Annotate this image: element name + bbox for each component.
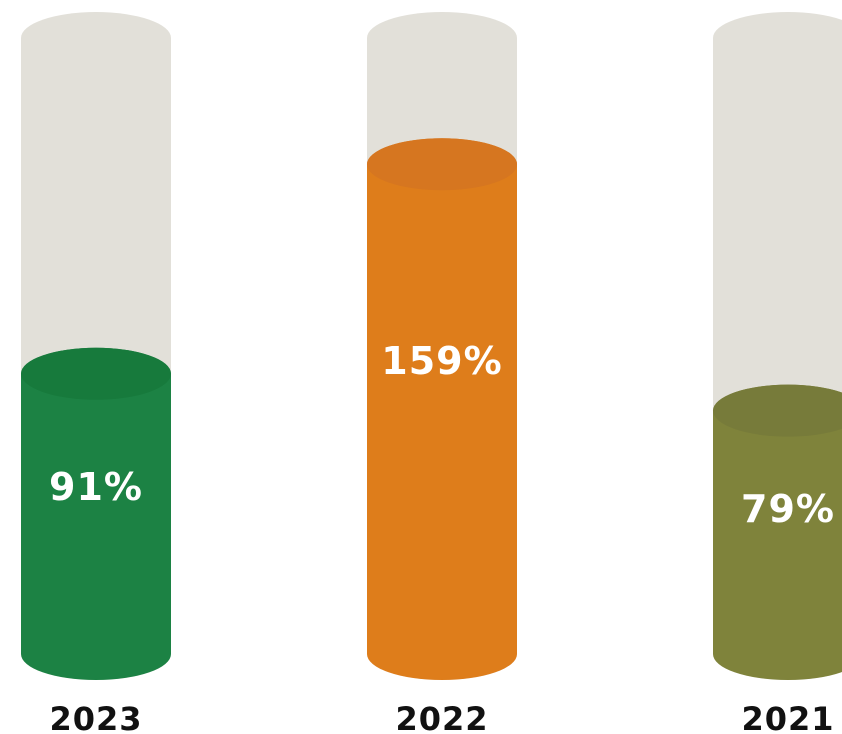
- bar-group-2023: 91% 2023: [21, 12, 171, 734]
- category-label-2023: 2023: [49, 700, 142, 734]
- bar-top-2023: [21, 347, 171, 400]
- category-label-2021: 2021: [741, 700, 834, 734]
- bar-top-2022: [367, 138, 517, 191]
- bar-2022: [367, 138, 517, 680]
- value-label-2022: 159%: [381, 339, 502, 383]
- bar-top-2021: [713, 384, 842, 437]
- bar-2021: [713, 384, 842, 680]
- bar-group-2022: 159% 2022: [367, 12, 517, 734]
- value-label-2023: 91%: [49, 465, 143, 509]
- value-label-2021: 79%: [741, 487, 835, 531]
- category-label-2022: 2022: [395, 700, 488, 734]
- bar-2023: [21, 347, 171, 680]
- bar-group-2021: 79% 2021: [713, 12, 842, 734]
